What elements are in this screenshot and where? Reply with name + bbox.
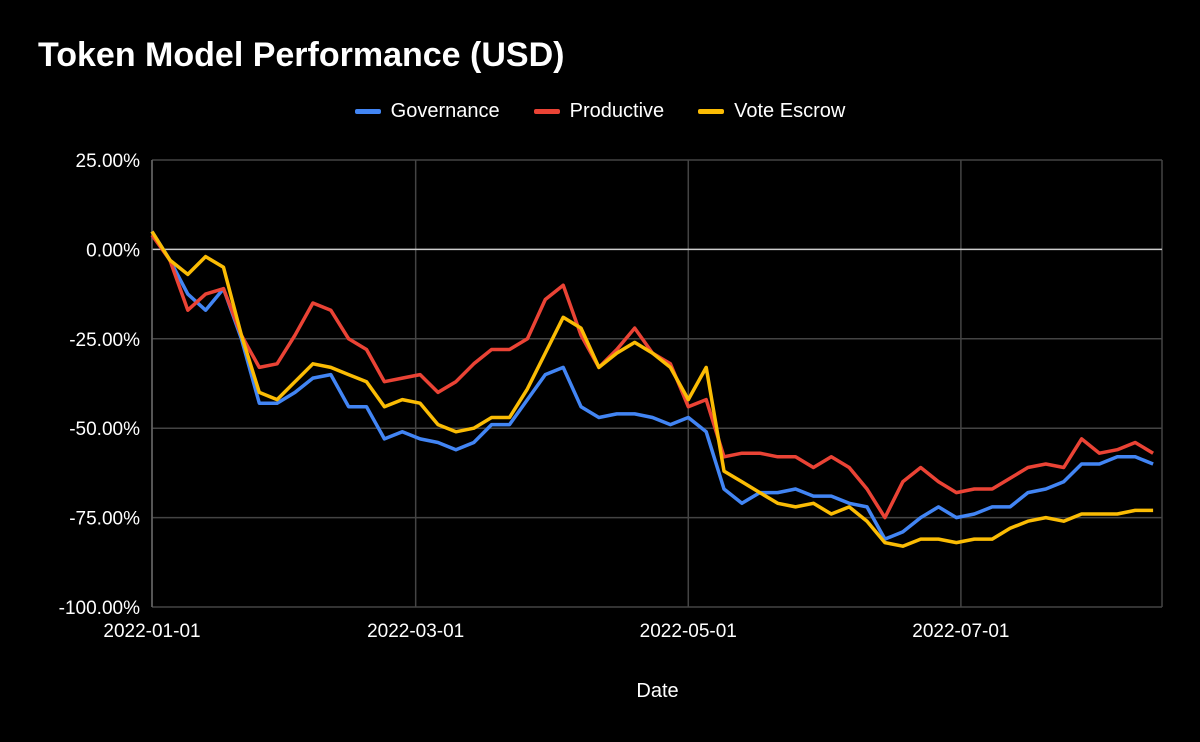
legend-item-governance: Governance — [354, 100, 500, 123]
x-tick-label: 2022-03-01 — [367, 621, 464, 642]
y-tick-label: 25.00% — [76, 151, 141, 172]
legend-label-vote-escrow: Vote Escrow — [734, 100, 846, 122]
legend-label-productive: Productive — [569, 100, 665, 122]
x-tick-label: 2022-05-01 — [640, 621, 737, 642]
x-axis-label: Date — [636, 680, 679, 702]
y-tick-label: -25.00% — [69, 330, 140, 351]
series-line-governance — [150, 230, 1154, 541]
y-tick-label: -50.00% — [69, 419, 140, 440]
legend-swatch-vote-escrow — [698, 109, 725, 114]
legend-label-governance: Governance — [390, 100, 500, 122]
chart-title: Token Model Performance (USD) — [38, 36, 565, 74]
y-tick-label: 0.00% — [86, 240, 140, 261]
legend: Governance Productive Vote Escrow — [0, 100, 1200, 123]
y-tick-label: -75.00% — [69, 509, 140, 530]
legend-item-productive: Productive — [533, 100, 665, 123]
x-tick-label: 2022-07-01 — [912, 621, 1009, 642]
x-tick-label: 2022-01-01 — [103, 621, 200, 642]
legend-swatch-productive — [533, 109, 560, 114]
legend-item-vote-escrow: Vote Escrow — [698, 100, 845, 123]
legend-swatch-governance — [354, 109, 381, 114]
series-line-vote-escrow — [150, 230, 1154, 548]
y-tick-label: -100.00% — [59, 598, 140, 619]
